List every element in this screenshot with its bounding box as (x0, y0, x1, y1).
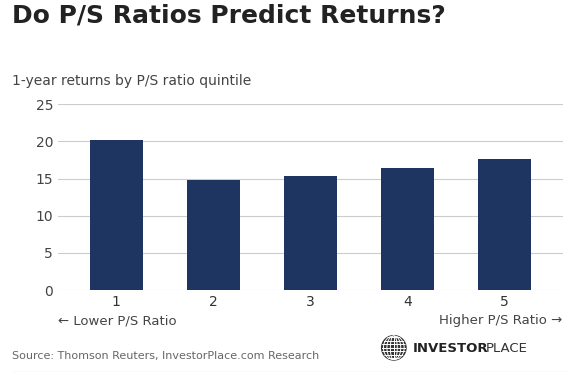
Bar (89, 140, 143, 290)
Bar (284, 176, 337, 290)
Text: ← Lower P/S Ratio: ← Lower P/S Ratio (58, 314, 177, 327)
Text: Source: Thomson Reuters, InvestorPlace.com Research: Source: Thomson Reuters, InvestorPlace.c… (12, 351, 319, 361)
Bar (478, 159, 531, 290)
Bar (380, 168, 434, 290)
Circle shape (382, 336, 406, 360)
Bar (187, 180, 240, 290)
Text: Do P/S Ratios Predict Returns?: Do P/S Ratios Predict Returns? (12, 4, 445, 28)
Text: 1-year returns by P/S ratio quintile: 1-year returns by P/S ratio quintile (12, 74, 251, 89)
Text: PLACE: PLACE (486, 343, 528, 355)
Text: Higher P/S Ratio →: Higher P/S Ratio → (440, 314, 563, 327)
Text: INVESTOR: INVESTOR (413, 343, 488, 355)
